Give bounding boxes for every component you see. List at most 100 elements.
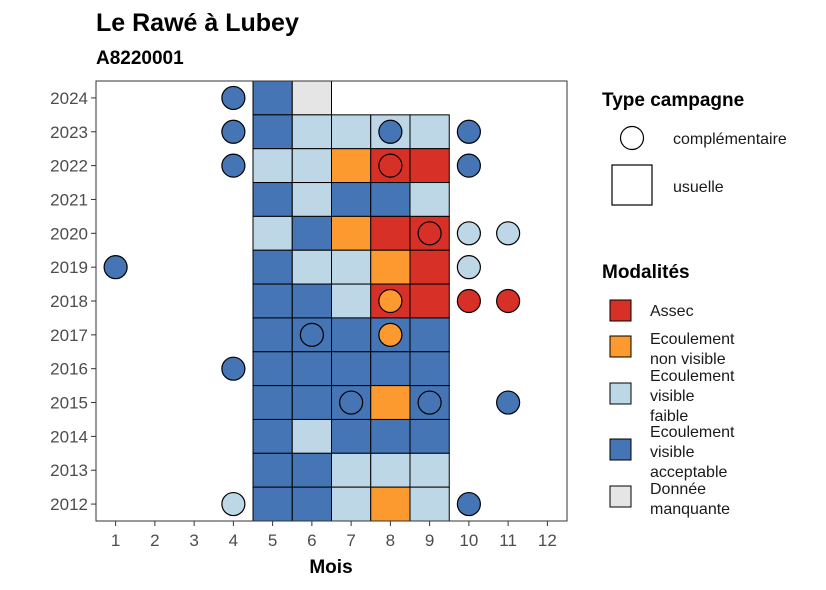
legend-label-line: visible [650,444,695,461]
legend-swatch-ecoulement-visible-faible [609,382,632,405]
legend-label-line: Donnée [650,481,706,498]
y-tick-label: 2020 [50,224,88,243]
legend-label-line: acceptable [650,464,727,481]
y-tick-label: 2022 [50,157,88,176]
x-tick-label: 1 [111,531,120,550]
tile-2023-6 [291,114,332,150]
legend-label-assec: Assec [650,303,694,320]
tile-2015-5 [252,385,293,420]
tile-2019-5 [252,249,293,285]
tile-2023-7 [331,114,372,150]
tile-2022-5 [252,148,293,184]
points-layer [103,85,521,517]
chart-title: Le Rawé à Lubey [96,9,299,37]
point-2015-7 [339,390,364,415]
point-2020-9 [417,221,442,246]
y-tick-label: 2021 [50,190,88,209]
tile-2019-6 [291,249,332,285]
y-tick-label: 2016 [50,360,88,379]
tile-2016-9 [409,351,450,387]
legend-modalites: Modalités Assec Ecoulement non visible E… [602,262,739,518]
tile-2013-7 [331,452,372,488]
tile-2013-5 [252,452,293,488]
legend-label-line: Ecoulement [650,368,735,385]
y-tick-label: 2013 [50,461,88,480]
tile-2021-7 [331,182,372,217]
legend-label-ecoulement-visible-faible: Ecoulement visible faible [650,368,739,425]
x-tick-label: 12 [538,531,557,550]
tile-2017-9 [409,317,450,353]
point-2020-11 [496,221,521,246]
tile-2012-6 [291,486,332,522]
legend-square-key [611,164,653,206]
tile-2016-6 [291,351,332,387]
y-axis: 2012 2013 2014 2015 2016 2017 2018 2019 2020 2021… [50,89,96,514]
x-tick-label: 7 [346,531,355,550]
x-tick-label: 5 [268,531,277,550]
tile-2014-5 [252,418,293,454]
tile-2022-6 [291,148,332,184]
legend-swatch-donnee-manquante [609,485,632,508]
tile-2021-6 [291,182,332,217]
point-2016-4 [221,356,246,381]
point-2018-8 [378,288,403,314]
legend-swatch-ecoulement-non-visible [609,335,632,358]
y-tick-label: 2023 [50,123,88,142]
tile-2015-6 [291,385,332,420]
tile-2023-5 [252,114,293,150]
tile-2016-5 [252,351,293,387]
legend-label-line: Ecoulement [650,424,735,441]
tile-2018-6 [291,283,332,319]
tile-2014-8 [370,418,411,454]
point-2020-10 [456,221,481,246]
tile-2019-9 [409,249,450,285]
point-2023-4 [221,119,246,144]
x-tick-label: 11 [499,531,517,550]
tile-2017-7 [331,317,372,353]
y-tick-label: 2018 [50,292,88,311]
x-tick-label: 2 [150,531,159,550]
point-2018-11 [496,288,521,314]
tile-2017-5 [252,317,293,353]
legend-type-campagne: Type campagne complémentaire usuelle [602,90,787,206]
y-tick-label: 2019 [50,258,88,277]
point-2024-4 [221,85,246,111]
tile-2014-7 [331,418,372,454]
point-2022-4 [221,153,246,178]
legend-circle-key [619,125,645,151]
legend-swatch-ecoulement-visible-acceptable [609,438,632,461]
x-tick-label: 8 [386,531,395,550]
tile-2016-8 [370,351,411,387]
tile-2021-5 [252,182,293,217]
point-2022-8 [378,153,403,178]
point-2012-4 [221,491,246,517]
legend-label-line: visible [650,388,695,405]
x-tick-label: 4 [229,531,238,550]
tile-2013-6 [291,452,332,488]
tiles-layer [252,80,450,522]
tile-2018-5 [252,283,293,319]
legend-type-label-complementaire: complémentaire [673,131,787,148]
y-tick-label: 2012 [50,495,88,514]
tile-2015-8 [370,385,411,420]
y-tick-label: 2014 [50,427,88,446]
point-2012-10 [456,491,481,517]
x-axis: 1 2 3 4 5 6 7 8 9 10 11 12 [111,521,557,550]
y-tick-label: 2017 [50,326,88,345]
x-tick-label: 10 [459,531,478,550]
point-2015-11 [496,390,521,415]
tile-2014-9 [409,418,450,454]
legend-swatch-assec [609,299,632,322]
y-tick-label: 2015 [50,394,88,413]
point-2019-10 [456,255,481,280]
tile-2020-5 [252,215,293,251]
legend-label-assec-line: Assec [650,303,694,320]
tile-2012-8 [370,486,411,522]
tile-2021-9 [409,182,450,217]
tile-2020-6 [291,215,332,251]
tile-2013-9 [409,452,450,488]
tile-2022-9 [409,148,450,184]
tile-2018-7 [331,283,372,319]
x-tick-label: 6 [307,531,316,550]
